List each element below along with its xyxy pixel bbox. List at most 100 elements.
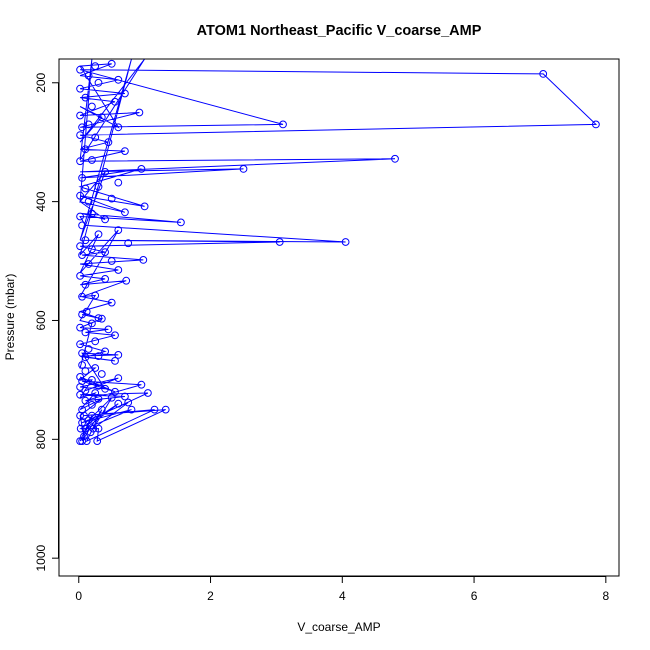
data-point	[97, 370, 106, 378]
data-point	[144, 389, 152, 397]
data-point	[78, 361, 86, 369]
data-point	[97, 113, 106, 122]
data-point	[94, 78, 103, 87]
data-point	[84, 120, 93, 129]
data-point	[82, 307, 91, 316]
data-point	[124, 239, 133, 248]
data-point	[84, 345, 93, 353]
data-point	[93, 437, 102, 446]
data-point	[78, 405, 86, 414]
data-point	[94, 352, 103, 361]
data-point	[78, 349, 86, 358]
data-point	[121, 392, 129, 401]
data-point	[89, 424, 98, 433]
y-axis: 200 400 600 800 1000	[34, 72, 59, 572]
data-point	[122, 276, 131, 285]
data-point	[81, 386, 90, 395]
data-point	[391, 154, 399, 163]
data-point	[76, 323, 84, 332]
data-point	[137, 165, 146, 173]
data-point	[111, 357, 119, 365]
data-point	[76, 157, 84, 166]
data-point	[91, 389, 100, 397]
data-point	[81, 145, 90, 154]
data-point	[91, 62, 100, 70]
data-point	[78, 292, 86, 301]
data-point	[78, 174, 86, 182]
data-point	[81, 328, 90, 337]
data-point	[107, 298, 116, 307]
data-point	[114, 374, 123, 383]
data-point	[88, 401, 96, 409]
data-point	[84, 260, 93, 268]
data-point	[88, 245, 96, 254]
plot-frame	[58, 58, 620, 577]
data-point	[114, 351, 123, 359]
data-point	[114, 266, 123, 274]
data-point	[114, 178, 123, 187]
data-point	[78, 221, 86, 230]
data-point	[88, 376, 96, 384]
data-point	[150, 405, 159, 414]
y-tick-label: 400	[34, 191, 48, 211]
data-point	[97, 405, 106, 414]
data-point	[76, 65, 84, 74]
x-tick-label: 8	[602, 589, 609, 603]
data-layer	[76, 59, 600, 446]
x-axis-label: V_coarse_AMP	[297, 620, 380, 634]
data-point	[101, 384, 109, 393]
data-point	[161, 405, 170, 414]
data-point	[91, 291, 100, 300]
data-point	[137, 380, 146, 389]
data-point	[91, 337, 100, 346]
data-point	[76, 131, 84, 140]
data-point	[239, 165, 248, 173]
data-point	[76, 340, 84, 349]
data-point	[97, 314, 106, 323]
data-point	[76, 424, 85, 433]
y-tick-label: 1000	[34, 545, 48, 572]
data-point	[592, 120, 600, 129]
data-point	[81, 280, 90, 289]
data-point	[76, 191, 84, 200]
data-point	[279, 120, 287, 129]
data-point	[78, 418, 86, 427]
data-point	[76, 390, 84, 399]
data-point	[82, 437, 91, 446]
data-point	[101, 275, 109, 283]
data-point	[81, 184, 90, 193]
data-point	[76, 212, 84, 221]
data-point	[140, 202, 149, 211]
data-point	[121, 89, 129, 98]
data-point	[124, 398, 133, 407]
data-point	[88, 411, 96, 420]
data-point	[177, 218, 185, 227]
x-axis: 0 2 4 6 8	[75, 576, 609, 603]
data-point	[101, 347, 109, 356]
data-point	[107, 257, 116, 265]
x-tick-label: 2	[207, 589, 214, 603]
data-point	[81, 424, 90, 433]
data-point	[78, 437, 86, 446]
x-tick-label: 6	[471, 589, 478, 603]
data-point	[81, 367, 90, 375]
data-point	[275, 238, 284, 246]
x-tick-label: 0	[75, 589, 82, 603]
data-point	[121, 147, 129, 156]
data-point	[91, 364, 100, 372]
data-point	[94, 424, 103, 433]
data-point	[94, 182, 103, 191]
data-point	[88, 209, 96, 218]
data-point	[121, 208, 129, 217]
data-point	[104, 325, 113, 334]
data-point	[114, 75, 123, 84]
data-point	[114, 399, 123, 408]
data-point	[78, 251, 86, 260]
x-tick-label: 4	[339, 589, 346, 603]
data-point	[107, 393, 116, 402]
data-point	[88, 102, 96, 111]
data-point	[94, 381, 103, 390]
data-point	[78, 123, 86, 132]
y-tick-label: 600	[34, 310, 48, 330]
